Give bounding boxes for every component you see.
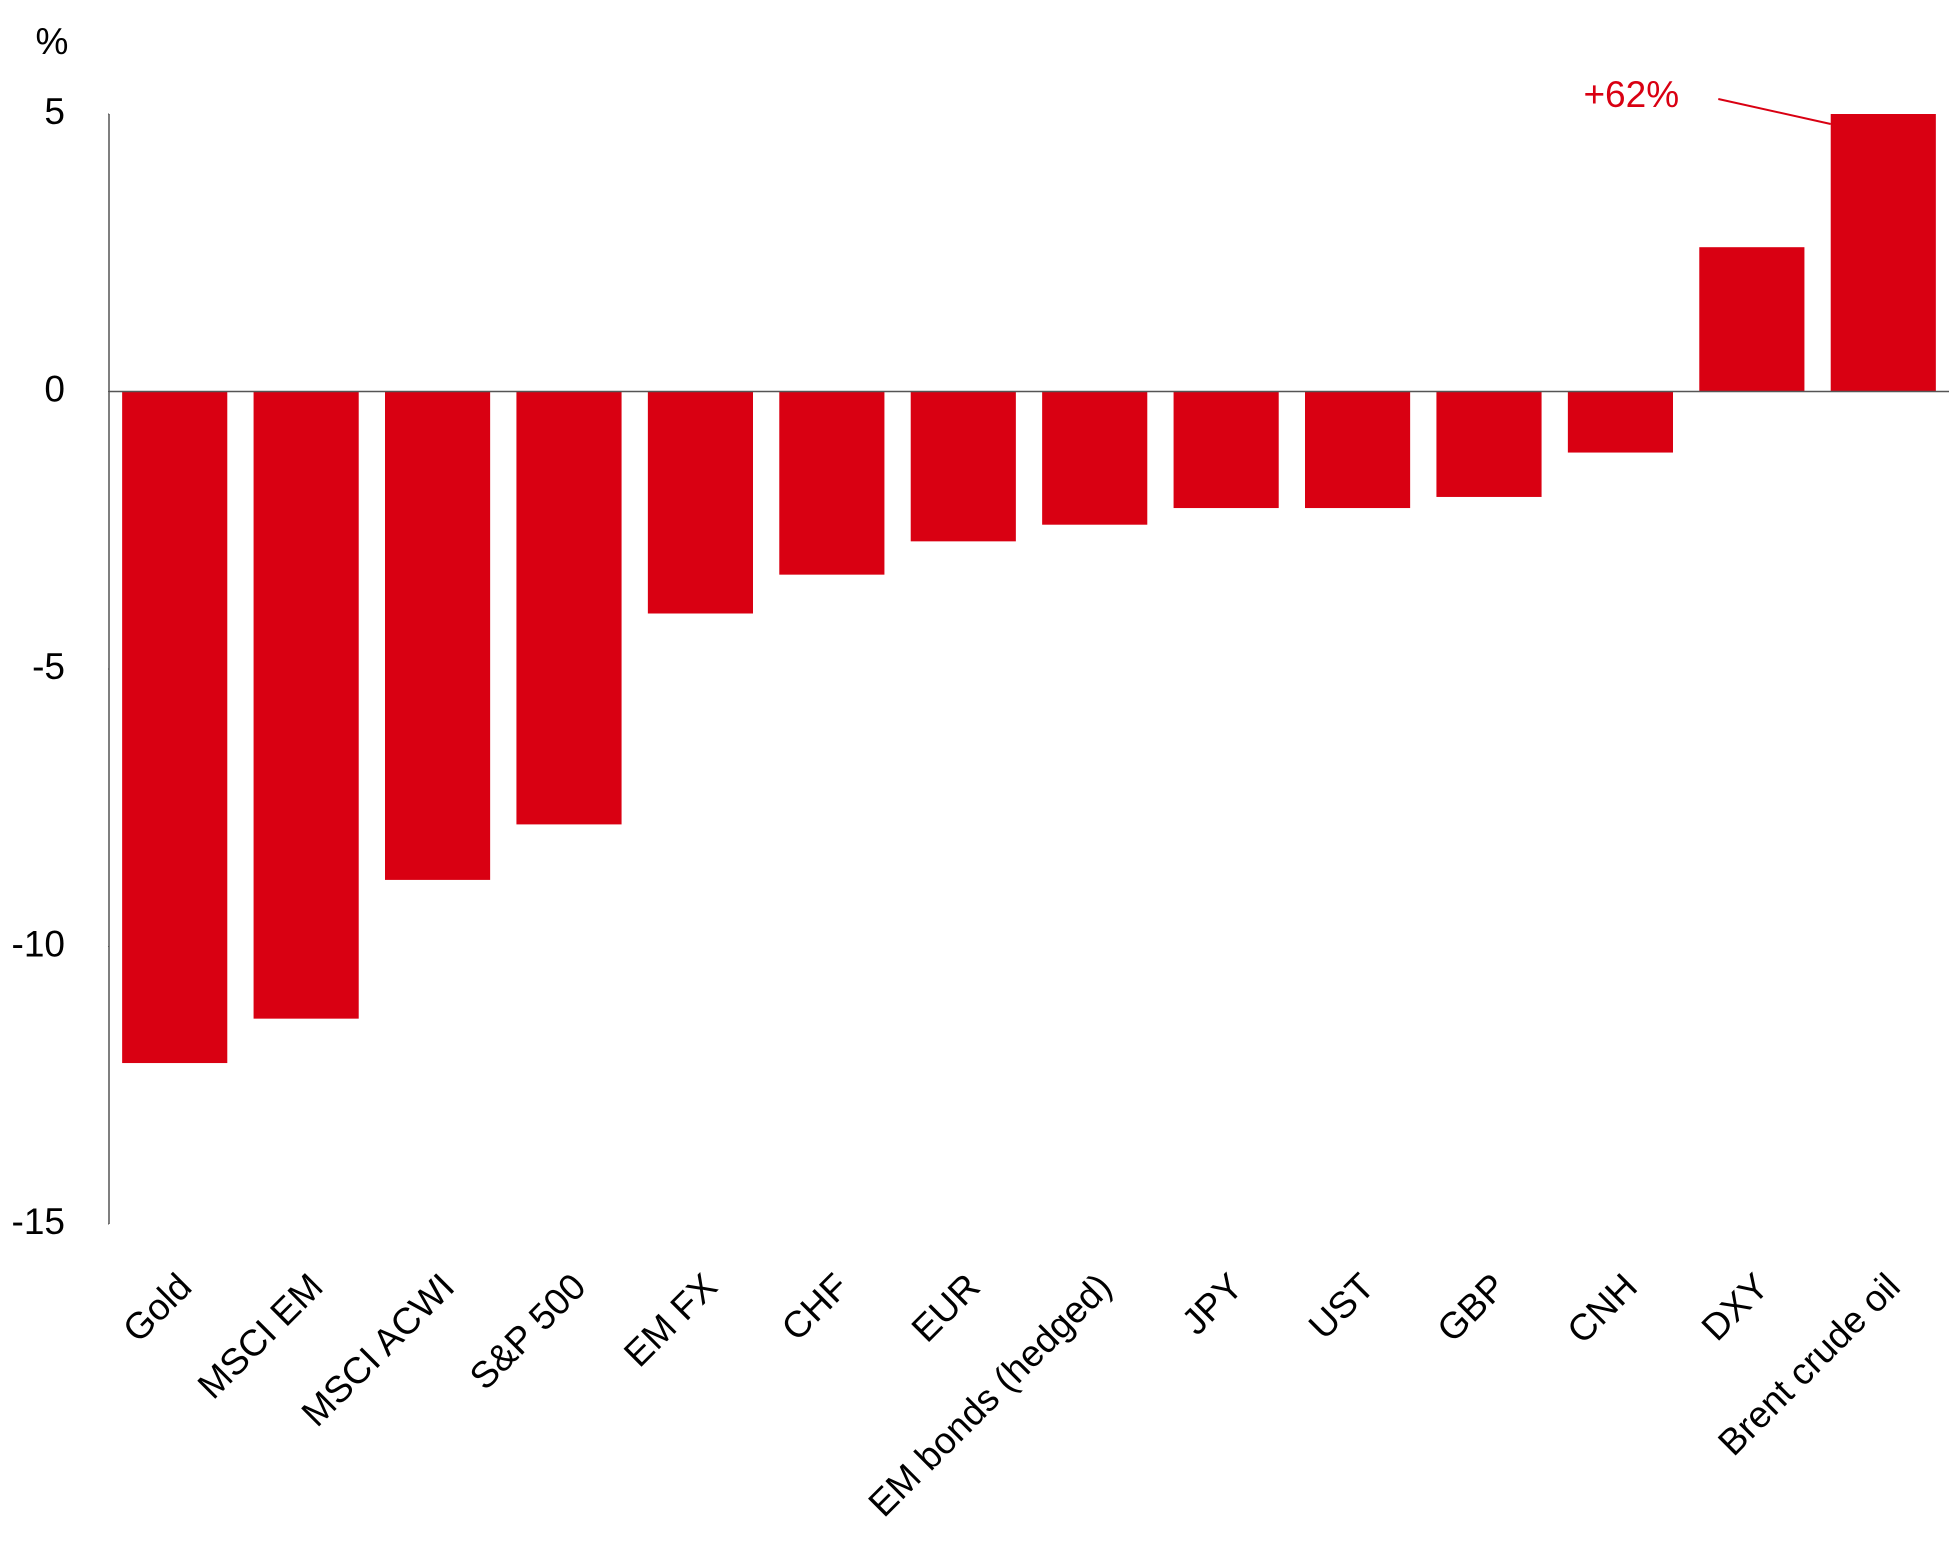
plot-area bbox=[122, 114, 1936, 1064]
bar bbox=[122, 391, 228, 1064]
value-label: +62% bbox=[1583, 74, 1679, 115]
bar bbox=[647, 391, 753, 614]
x-tick-label: CHF bbox=[774, 1266, 857, 1349]
bar bbox=[1042, 391, 1148, 525]
bar bbox=[253, 391, 359, 1019]
bar bbox=[910, 391, 1016, 542]
x-tick-label: JPY bbox=[1174, 1266, 1251, 1343]
x-tick-label: CNH bbox=[1559, 1266, 1645, 1352]
bar bbox=[1173, 391, 1279, 509]
y-tick-label: -5 bbox=[32, 646, 65, 687]
x-tick-label: EM bonds (hedged) bbox=[860, 1266, 1119, 1525]
y-unit: % bbox=[36, 21, 69, 62]
x-tick-label: UST bbox=[1301, 1266, 1382, 1347]
y-tick-label: -10 bbox=[12, 923, 65, 964]
bar bbox=[779, 391, 885, 575]
y-tick-label: -15 bbox=[12, 1201, 65, 1242]
bar bbox=[1436, 391, 1542, 497]
bar bbox=[516, 391, 622, 825]
leader-line bbox=[1718, 98, 1831, 125]
x-tick-label: GBP bbox=[1429, 1266, 1513, 1350]
x-tick-label: MSCI EM bbox=[190, 1266, 331, 1407]
bar bbox=[385, 391, 491, 880]
x-tick-label: EUR bbox=[904, 1266, 988, 1350]
x-tick-label: DXY bbox=[1694, 1266, 1777, 1349]
bar bbox=[1830, 114, 1936, 392]
y-tick-label: 0 bbox=[44, 368, 65, 409]
x-tick-label: Gold bbox=[115, 1266, 199, 1350]
bar bbox=[1567, 391, 1673, 453]
bar bbox=[1305, 391, 1411, 509]
y-tick-label: 5 bbox=[44, 91, 65, 132]
x-tick-label: S&P 500 bbox=[462, 1266, 594, 1398]
x-tick-label: EM FX bbox=[616, 1266, 725, 1375]
bar bbox=[1699, 247, 1805, 392]
